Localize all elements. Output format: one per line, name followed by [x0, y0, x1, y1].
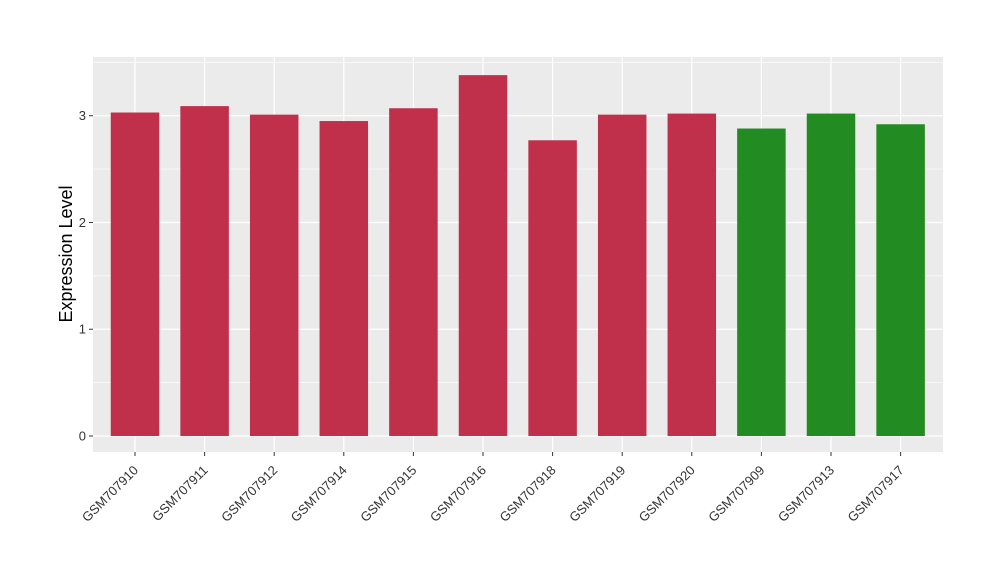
grid-minor: [93, 62, 943, 383]
x-tick-label: GSM707918: [496, 463, 558, 525]
bar-gsm707920: [667, 113, 717, 436]
x-tick-label: GSM707911: [149, 463, 211, 525]
x-tick-label: GSM707919: [566, 463, 628, 525]
x-tick-label: GSM707916: [427, 463, 489, 525]
x-tick-label: GSM707914: [288, 463, 350, 525]
x-tick-label: GSM707915: [357, 463, 419, 525]
bar-gsm707909: [737, 128, 786, 436]
bar-gsm707913: [806, 113, 856, 436]
x-tick-label: GSM707920: [636, 463, 698, 525]
y-tick-label: 1: [79, 322, 86, 337]
x-tick-label: GSM707912: [218, 463, 280, 525]
bar-gsm707912: [249, 114, 299, 436]
bar-gsm707919: [597, 114, 647, 436]
bar-gsm707910: [110, 112, 160, 436]
bars: [110, 75, 925, 436]
bar-gsm707916: [458, 75, 508, 436]
bar-gsm707915: [389, 108, 438, 436]
plot-panel: [93, 57, 943, 452]
x-tick-label: GSM707913: [775, 463, 837, 525]
bar-gsm707911: [180, 106, 229, 436]
y-axis: 0 1 2 3: [79, 108, 93, 443]
y-tick-label: 0: [79, 428, 86, 443]
x-tick-label: GSM707910: [79, 463, 141, 525]
y-tick-label: 2: [79, 215, 86, 230]
x-tick-label: GSM707909: [705, 463, 767, 525]
y-axis-title: Expression Level: [56, 185, 76, 322]
y-tick-label: 3: [79, 108, 86, 123]
x-axis: GSM707910 GSM707911 GSM707912 GSM707914 GSM7…: [79, 452, 907, 525]
bar-gsm707917: [876, 124, 925, 436]
bar-gsm707918: [528, 140, 577, 436]
x-tick-label: GSM707917: [844, 463, 906, 525]
bar-gsm707914: [319, 121, 369, 436]
